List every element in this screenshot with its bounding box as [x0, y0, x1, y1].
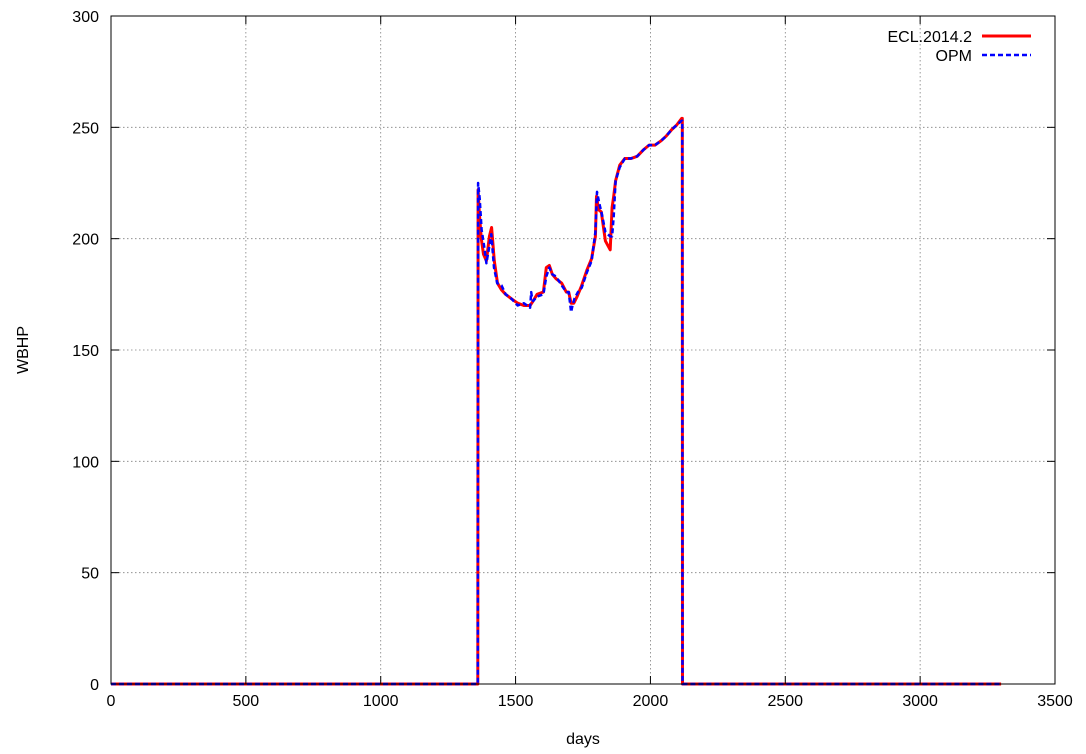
x-tick-label: 0: [107, 693, 116, 710]
y-tick-label: 50: [81, 566, 99, 583]
y-tick-label: 250: [72, 120, 99, 137]
series-lines: [111, 116, 1002, 686]
legend-label-1: OPM: [936, 48, 972, 65]
series-line-1: [111, 119, 1002, 686]
legend-label-0: ECL.2014.2: [887, 29, 972, 46]
series-line-0: [111, 116, 1002, 686]
y-tick-label: 300: [72, 9, 99, 26]
x-tick-label: 1000: [363, 693, 399, 710]
grid-lines: [111, 16, 1055, 684]
tick-labels: 0 500 1000 1500 2000 2500 3000 3500 0 50 100 150 200…: [72, 9, 1073, 710]
x-tick-label: 3000: [902, 693, 938, 710]
x-tick-label: 2000: [633, 693, 669, 710]
y-axis-label: WBHP: [15, 326, 32, 374]
x-tick-label: 500: [233, 693, 260, 710]
y-tick-label: 100: [72, 454, 99, 471]
y-tick-label: 0: [90, 677, 99, 694]
legend: ECL.2014.2 OPM: [887, 29, 1031, 65]
x-axis-label: days: [566, 731, 600, 748]
y-tick-label: 150: [72, 343, 99, 360]
x-tick-label: 1500: [498, 693, 534, 710]
y-tick-label: 200: [72, 232, 99, 249]
axis-ticks: [110, 15, 1056, 685]
x-tick-label: 2500: [767, 693, 803, 710]
x-tick-label: 3500: [1037, 693, 1073, 710]
